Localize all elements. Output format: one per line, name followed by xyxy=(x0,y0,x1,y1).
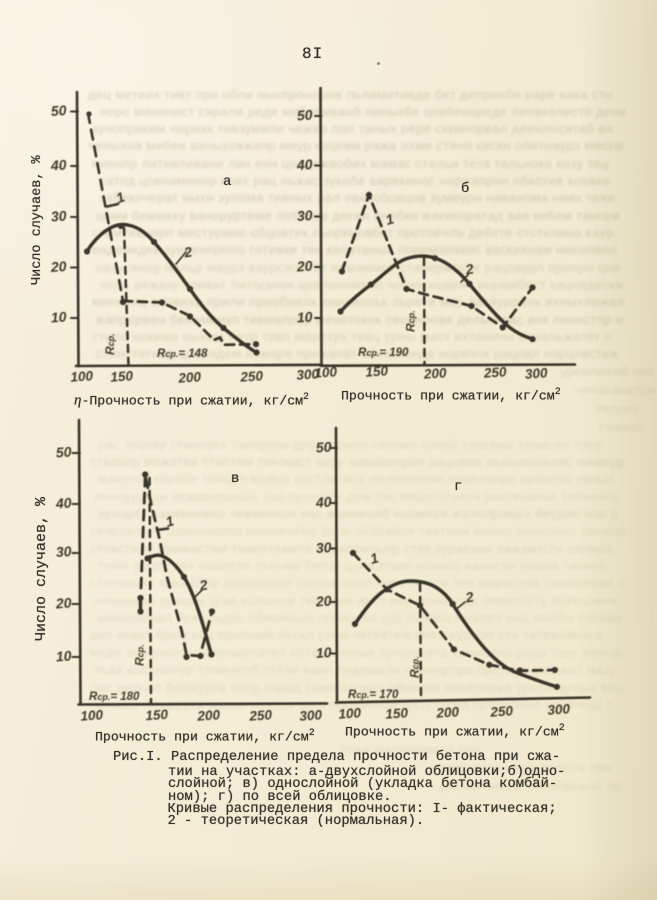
svg-text:10: 10 xyxy=(50,308,67,325)
svg-text:1: 1 xyxy=(164,512,176,530)
svg-text:Rср.: Rср. xyxy=(408,656,422,678)
svg-text:2: 2 xyxy=(197,576,209,593)
svg-text:50: 50 xyxy=(296,106,313,123)
svg-text:2: 2 xyxy=(182,243,194,260)
svg-text:Rср.= 170: Rср.= 170 xyxy=(348,689,399,701)
svg-text:200: 200 xyxy=(435,704,460,721)
svg-text:300: 300 xyxy=(299,707,323,724)
svg-text:50: 50 xyxy=(55,443,72,460)
svg-text:250: 250 xyxy=(239,368,264,385)
svg-text:150: 150 xyxy=(385,705,409,722)
svg-text:30: 30 xyxy=(55,543,72,560)
svg-text:200: 200 xyxy=(177,369,202,386)
svg-text:150: 150 xyxy=(365,363,389,380)
svg-text:Rср.: Rср. xyxy=(404,310,418,332)
svg-text:100: 100 xyxy=(70,368,94,385)
svg-text:200: 200 xyxy=(196,707,221,724)
svg-text:10: 10 xyxy=(296,308,313,325)
svg-text:40: 40 xyxy=(49,156,67,173)
svg-text:100: 100 xyxy=(80,707,104,724)
svg-text:Rср.= 148: Rср.= 148 xyxy=(157,348,208,360)
svg-text:30: 30 xyxy=(315,539,332,556)
svg-text:1: 1 xyxy=(368,549,380,567)
svg-text:150: 150 xyxy=(145,707,169,724)
svg-text:Rср.: Rср. xyxy=(103,333,117,355)
svg-text:Rср.: Rср. xyxy=(133,644,147,666)
svg-text:20: 20 xyxy=(54,594,72,611)
svg-text:20: 20 xyxy=(49,258,67,275)
svg-text:300: 300 xyxy=(524,365,548,382)
svg-text:Rср.= 190: Rср.= 190 xyxy=(358,347,409,359)
svg-text:30: 30 xyxy=(296,207,313,224)
svg-text:150: 150 xyxy=(110,368,134,385)
svg-text:1: 1 xyxy=(384,210,396,228)
svg-text:200: 200 xyxy=(422,365,447,382)
svg-text:40: 40 xyxy=(314,493,332,510)
svg-text:30: 30 xyxy=(50,207,67,224)
svg-text:40: 40 xyxy=(295,156,313,173)
svg-text:250: 250 xyxy=(482,364,507,381)
svg-text:20: 20 xyxy=(314,592,332,609)
svg-text:10: 10 xyxy=(315,644,332,661)
svg-text:Rср.= 180: Rср.= 180 xyxy=(89,691,140,703)
svg-text:300: 300 xyxy=(547,701,571,718)
svg-text:40: 40 xyxy=(54,494,72,511)
svg-text:50: 50 xyxy=(50,102,67,119)
svg-text:2: 2 xyxy=(463,588,475,605)
svg-text:300: 300 xyxy=(296,366,320,383)
svg-text:250: 250 xyxy=(248,707,273,724)
svg-text:100: 100 xyxy=(338,705,362,722)
svg-text:20: 20 xyxy=(295,257,313,274)
svg-text:10: 10 xyxy=(55,647,72,664)
svg-text:50: 50 xyxy=(315,438,332,455)
svg-text:100: 100 xyxy=(314,364,338,381)
svg-text:2: 2 xyxy=(463,260,475,277)
svg-text:250: 250 xyxy=(489,703,514,720)
